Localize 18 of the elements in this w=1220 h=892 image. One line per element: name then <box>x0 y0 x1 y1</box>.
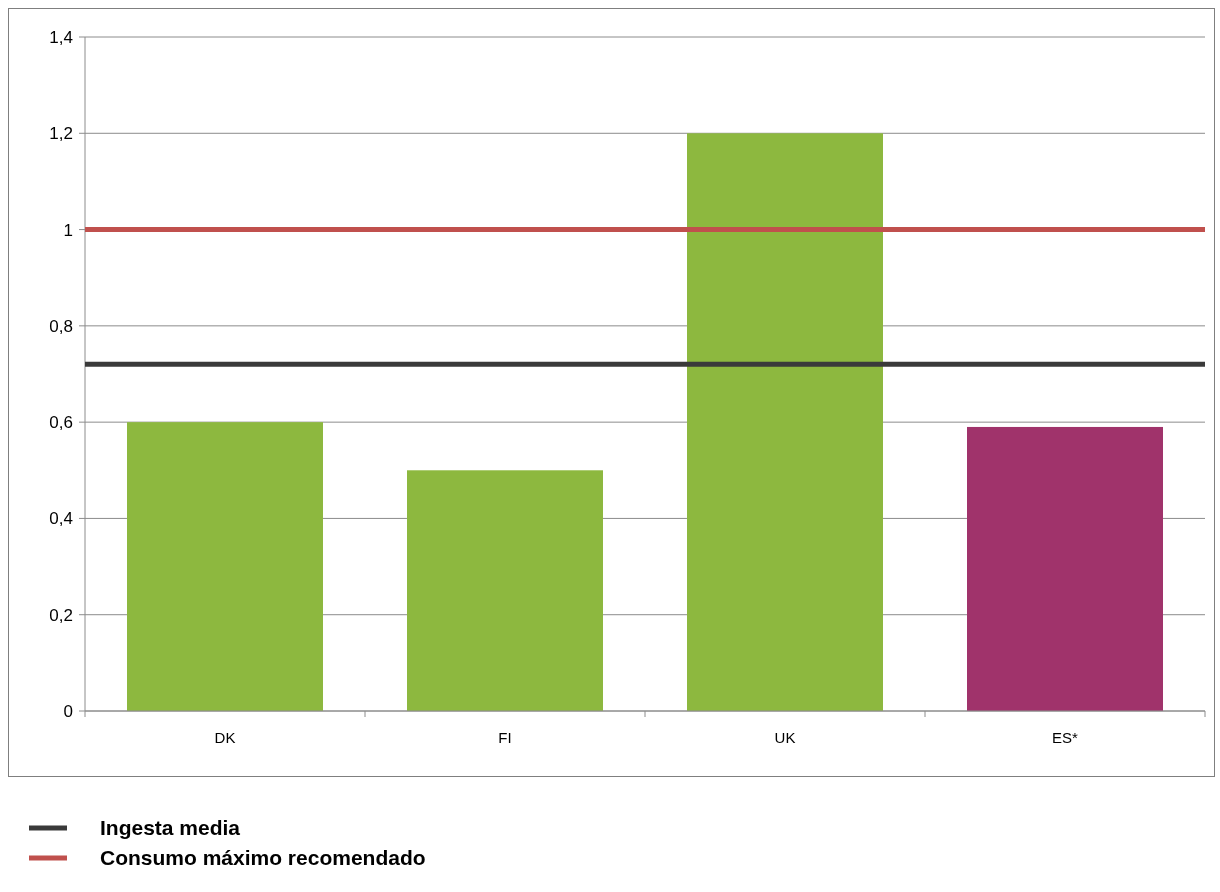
legend-label: Consumo máximo recomendado <box>100 846 426 870</box>
bar <box>407 470 603 711</box>
bar <box>967 426 1163 711</box>
y-tick-label: 0,4 <box>49 509 73 529</box>
x-tick-label: UK <box>774 729 796 746</box>
y-tick-label: 0 <box>63 701 73 721</box>
bar <box>687 133 883 711</box>
y-tick-label: 0,6 <box>49 413 73 433</box>
bar <box>127 422 323 711</box>
y-tick-label: 1,2 <box>49 124 73 144</box>
legend-label: Ingesta media <box>100 816 241 840</box>
y-tick-label: 1 <box>63 220 73 240</box>
x-tick-label: ES* <box>1052 729 1079 746</box>
y-tick-label: 0,2 <box>49 605 73 625</box>
y-tick-label: 0,8 <box>49 316 73 336</box>
x-tick-label: DK <box>214 729 236 746</box>
y-tick-label: 1,4 <box>49 27 73 47</box>
x-tick-label: FI <box>498 729 512 746</box>
